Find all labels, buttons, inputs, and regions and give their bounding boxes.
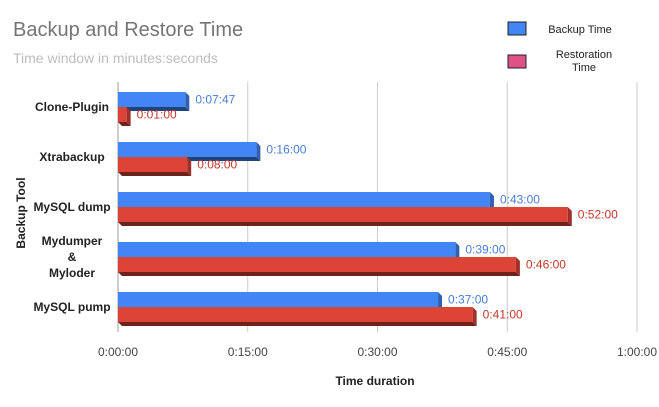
chart-title: Backup and Restore Time — [13, 19, 243, 41]
bar-depth — [118, 322, 477, 326]
bars: 0:07:47 0:01:00 0:16:00 0:08:00 0:43:00 0:52:… — [118, 92, 618, 326]
y-axis-label: Backup Tool — [14, 177, 28, 248]
x-tick-label: 0:30:00 — [357, 345, 397, 359]
category-label: MySQL pump — [33, 300, 110, 314]
bar-depth — [126, 107, 131, 126]
legend-label: Restoration — [556, 49, 612, 61]
x-tick-label: 0:00:00 — [98, 345, 138, 359]
x-tick-label: 1:00:00 — [617, 345, 657, 359]
data-label: 0:52:00 — [578, 208, 618, 222]
bar-depth — [567, 207, 572, 226]
bar-backup — [118, 92, 186, 107]
legend-label: Backup Time — [548, 24, 612, 36]
bar-depth — [455, 242, 460, 261]
bar-depth — [187, 157, 192, 176]
x-axis-ticks: 0:00:00 0:15:00 0:30:00 0:45:00 1:00:00 — [98, 345, 657, 359]
bar-depth — [489, 192, 494, 211]
data-label: 0:08:00 — [197, 158, 237, 172]
bar-restoration — [118, 157, 188, 172]
data-label: 0:46:00 — [526, 258, 566, 272]
bar-restoration — [118, 207, 568, 222]
data-label: 0:43:00 — [500, 193, 540, 207]
bar-depth — [118, 172, 192, 176]
bar-depth — [256, 142, 261, 161]
data-label: 0:01:00 — [137, 108, 177, 122]
category-label: Clone-Plugin — [35, 100, 109, 114]
x-tick-label: 0:45:00 — [487, 345, 527, 359]
legend-label: Time — [572, 62, 596, 74]
data-label: 0:16:00 — [266, 143, 306, 157]
bar-backup — [118, 142, 257, 157]
category-labels: Clone-Plugin Xtrabackup MySQL dump Mydumper… — [33, 100, 110, 314]
bar-depth — [118, 222, 572, 226]
bar-depth — [472, 307, 477, 326]
data-label: 0:41:00 — [483, 308, 523, 322]
legend-swatch — [507, 21, 527, 36]
bar-depth — [118, 107, 190, 111]
bar-backup — [118, 292, 439, 307]
chart-subtitle: Time window in minutes:seconds — [13, 50, 218, 66]
category-label: Xtrabackup — [39, 150, 104, 164]
data-label: 0:37:00 — [448, 293, 488, 307]
data-label: 0:39:00 — [465, 243, 505, 257]
x-tick-label: 0:15:00 — [228, 345, 268, 359]
category-label: MySQL dump — [33, 200, 110, 214]
bar-depth — [118, 272, 520, 276]
bar-restoration — [118, 107, 127, 122]
bar-restoration — [118, 257, 516, 272]
bar-depth — [118, 122, 131, 126]
bar-depth — [515, 257, 520, 276]
bar-depth — [185, 92, 190, 111]
category-label: & — [68, 250, 77, 264]
bar-restoration — [118, 307, 473, 322]
bar-depth — [438, 292, 443, 311]
bar-backup — [118, 242, 456, 257]
category-label: Myloder — [49, 266, 95, 280]
category-label: Mydumper — [42, 234, 103, 248]
x-axis-label: Time duration — [335, 374, 414, 388]
data-label: 0:07:47 — [195, 93, 235, 107]
legend-swatch — [507, 54, 527, 69]
bar-backup — [118, 192, 490, 207]
